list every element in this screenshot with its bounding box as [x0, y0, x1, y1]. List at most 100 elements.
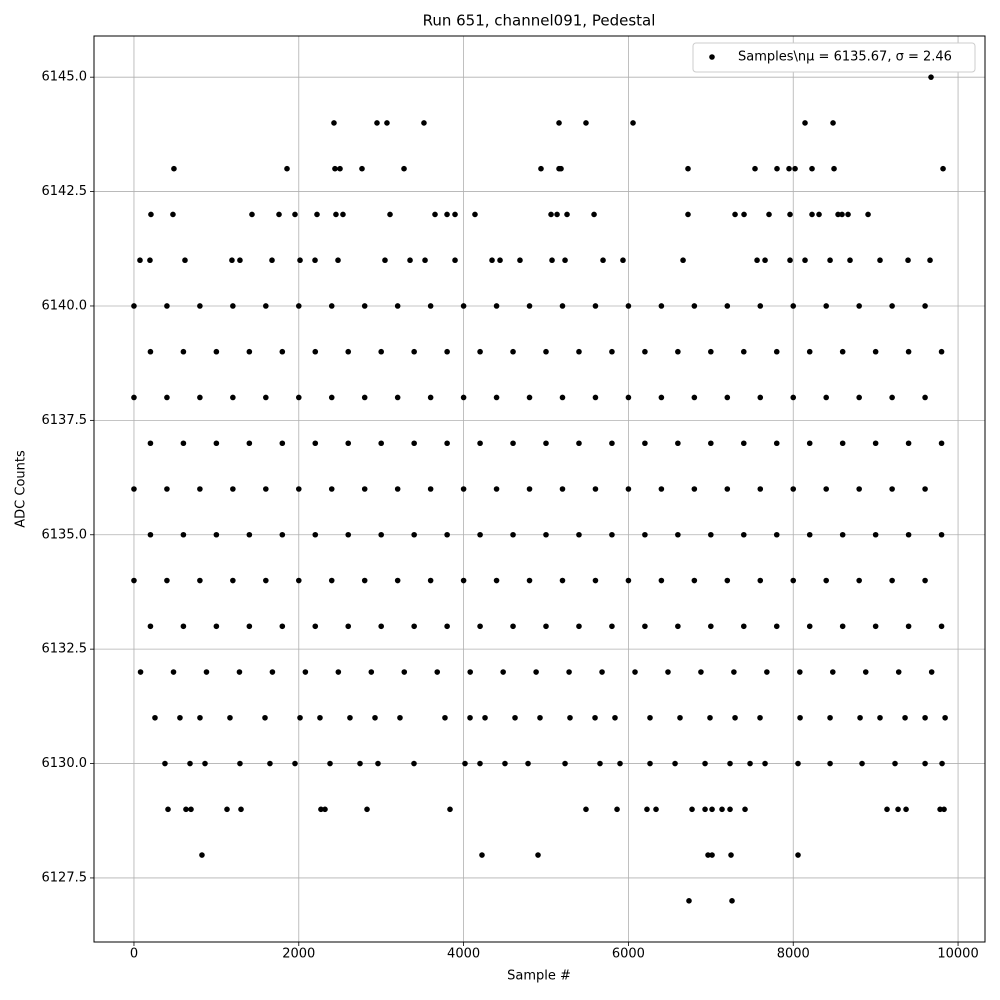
point — [312, 257, 318, 264]
point — [592, 303, 599, 309]
point — [230, 394, 236, 401]
point — [559, 486, 566, 492]
point — [227, 714, 233, 721]
point — [802, 120, 808, 126]
point — [806, 531, 813, 538]
point — [566, 669, 572, 675]
point — [689, 806, 695, 813]
point — [230, 486, 236, 492]
point — [434, 669, 441, 675]
point — [269, 257, 275, 264]
point — [147, 348, 154, 355]
point — [773, 348, 780, 355]
point — [411, 440, 417, 447]
point — [411, 531, 417, 538]
point — [467, 669, 473, 675]
y-tick-label: 6140.0 — [42, 298, 88, 313]
point — [328, 303, 335, 309]
point — [246, 440, 253, 447]
point — [724, 394, 731, 401]
point — [263, 486, 269, 492]
point — [427, 577, 434, 584]
point — [806, 440, 813, 447]
point — [460, 486, 467, 492]
point — [559, 577, 566, 584]
point — [731, 669, 737, 675]
point — [562, 760, 568, 767]
point — [865, 211, 871, 218]
point — [394, 486, 401, 492]
point — [757, 577, 764, 584]
point — [444, 531, 450, 538]
point — [337, 165, 343, 172]
point — [183, 806, 189, 813]
point — [131, 394, 137, 401]
point — [312, 348, 319, 355]
y-tick-label: 6145.0 — [42, 70, 88, 85]
point — [625, 394, 632, 401]
point — [830, 120, 836, 126]
point — [727, 806, 733, 813]
point — [675, 623, 681, 630]
point — [562, 257, 568, 264]
point — [372, 714, 378, 721]
point — [787, 257, 793, 264]
point — [732, 714, 738, 721]
point — [472, 211, 478, 218]
point — [630, 120, 636, 126]
point — [444, 440, 450, 447]
point — [658, 486, 665, 492]
point — [477, 440, 483, 447]
point — [806, 623, 813, 630]
point — [847, 257, 853, 264]
point — [394, 577, 401, 584]
point — [526, 303, 533, 309]
point — [658, 577, 665, 584]
y-tick-label: 6132.5 — [42, 642, 88, 657]
point — [559, 394, 566, 401]
legend-marker — [709, 54, 715, 60]
point — [592, 577, 599, 584]
point — [583, 806, 589, 813]
point — [170, 211, 176, 218]
point — [368, 669, 375, 675]
point — [500, 669, 506, 675]
point — [609, 531, 615, 538]
point — [444, 348, 450, 355]
point — [567, 714, 573, 721]
point — [197, 394, 203, 401]
point — [658, 394, 665, 401]
point — [427, 303, 434, 309]
point — [790, 486, 797, 492]
point — [401, 165, 407, 172]
point — [502, 760, 508, 767]
point — [361, 394, 368, 401]
point — [644, 806, 650, 813]
point — [665, 669, 671, 675]
point — [705, 852, 711, 858]
point — [477, 623, 483, 630]
point — [262, 714, 268, 721]
point — [467, 714, 473, 721]
point — [856, 303, 862, 309]
point — [295, 303, 302, 309]
point — [653, 806, 659, 813]
point — [889, 394, 895, 401]
point — [877, 257, 883, 264]
point — [180, 623, 187, 630]
point — [675, 440, 681, 447]
point — [740, 440, 747, 447]
point — [889, 486, 895, 492]
point — [795, 760, 801, 767]
point — [797, 669, 803, 675]
point — [576, 348, 582, 355]
point — [709, 806, 715, 813]
point — [378, 348, 384, 355]
point — [773, 440, 780, 447]
point — [790, 303, 797, 309]
point — [267, 760, 273, 767]
point — [742, 806, 748, 813]
point — [680, 257, 686, 264]
point — [862, 669, 869, 675]
